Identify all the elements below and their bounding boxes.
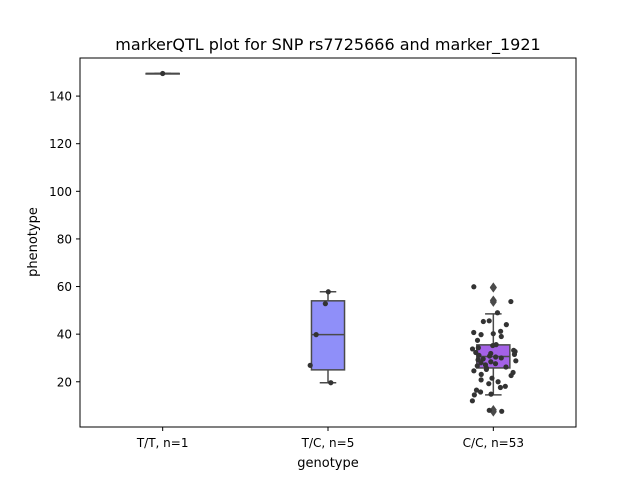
y-tick-label: 100 <box>49 185 72 199</box>
y-tick-label: 140 <box>49 90 72 104</box>
outlier-marker <box>489 297 497 307</box>
data-point <box>473 387 480 393</box>
data-point <box>325 289 331 295</box>
x-tick-label: T/T, n=1 <box>136 436 189 450</box>
data-point <box>489 375 495 381</box>
data-point <box>497 384 504 391</box>
x-tick-label: C/C, n=53 <box>463 436 524 450</box>
data-point <box>471 329 477 336</box>
data-point <box>474 337 481 343</box>
y-tick-label: 40 <box>57 328 72 342</box>
data-point <box>471 392 477 398</box>
data-point <box>313 332 319 338</box>
data-point <box>483 366 489 372</box>
data-point <box>478 332 484 338</box>
data-point <box>307 362 313 368</box>
data-point <box>490 331 496 337</box>
data-point <box>476 352 482 358</box>
data-point <box>475 345 481 351</box>
data-point <box>328 380 334 386</box>
x-tick-label: T/C, n=5 <box>301 436 355 450</box>
data-point <box>513 358 519 364</box>
y-tick-label: 120 <box>49 137 72 151</box>
data-point <box>511 351 518 357</box>
box-group <box>310 291 346 384</box>
data-point <box>495 379 501 385</box>
y-tick-label: 20 <box>57 375 72 389</box>
data-point <box>502 383 508 389</box>
y-tick-label: 60 <box>57 280 72 294</box>
data-point <box>471 284 477 290</box>
data-point <box>508 372 514 379</box>
plot-area <box>145 70 519 417</box>
data-point <box>488 359 494 365</box>
data-point <box>469 346 476 352</box>
data-point <box>469 398 475 404</box>
data-point <box>478 371 484 377</box>
data-point <box>503 322 509 328</box>
data-point <box>160 70 166 77</box>
data-point <box>478 377 484 383</box>
data-point <box>498 333 504 340</box>
data-point <box>480 318 486 325</box>
data-point <box>478 360 484 366</box>
data-point <box>477 389 484 395</box>
data-point <box>471 368 477 374</box>
data-point <box>499 408 505 414</box>
data-point <box>498 328 504 334</box>
data-point <box>494 310 501 316</box>
chart-title: markerQTL plot for SNP rs7725666 and mar… <box>115 35 540 55</box>
data-point <box>492 361 499 367</box>
data-point <box>508 298 514 305</box>
data-point <box>488 391 494 397</box>
data-point <box>493 354 499 360</box>
data-point <box>490 342 496 349</box>
y-tick-label: 80 <box>57 232 72 246</box>
data-point <box>322 301 328 307</box>
data-point <box>498 355 504 361</box>
data-point <box>486 353 493 359</box>
data-point <box>503 364 509 370</box>
axes: 20 40 60 80 100 120 140 T/T, n=1 T/C, n=5 C/C, n=… <box>49 90 524 450</box>
data-point <box>474 363 480 369</box>
outlier-marker <box>489 282 497 293</box>
data-point <box>486 318 492 324</box>
data-point <box>486 407 492 413</box>
data-point <box>480 356 486 362</box>
x-axis-label: genotype <box>297 456 358 471</box>
data-point <box>486 381 492 387</box>
y-axis-label: phenotype <box>26 207 41 277</box>
